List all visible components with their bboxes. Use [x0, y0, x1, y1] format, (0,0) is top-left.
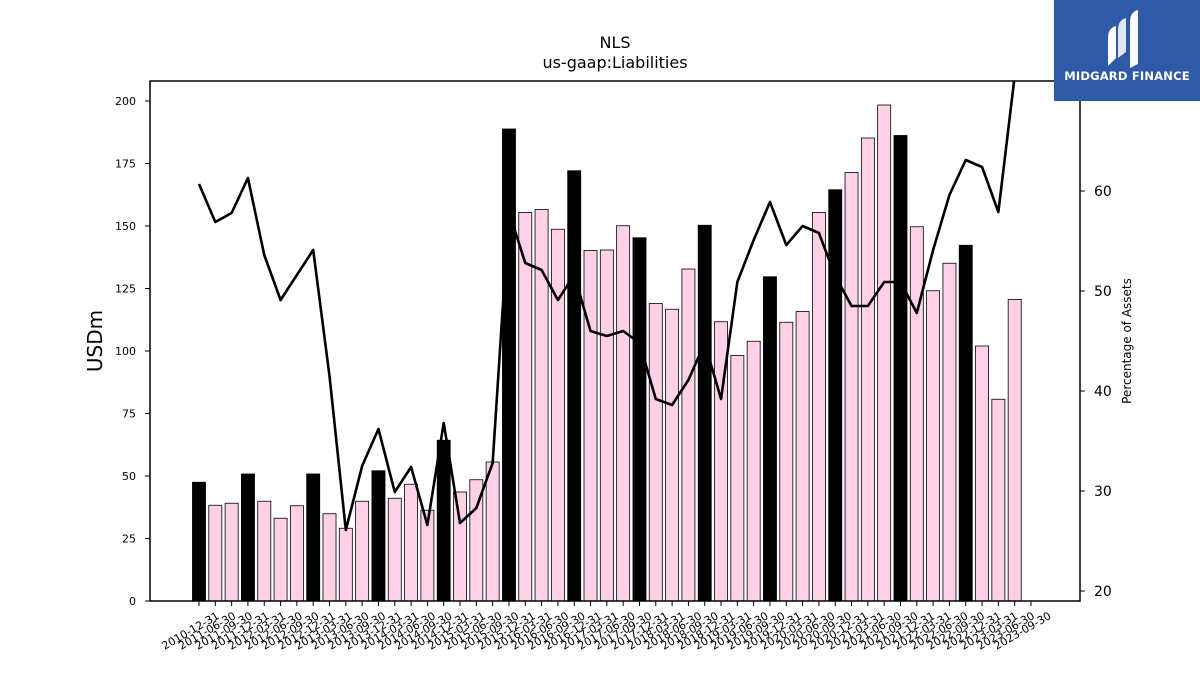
- chart-title: NLS: [599, 33, 630, 52]
- y-tick-label: 150: [115, 220, 136, 233]
- y-tick-label: 200: [115, 95, 136, 108]
- y-tick-label: 175: [115, 158, 136, 171]
- bar-2018-03-31: [665, 308, 680, 602]
- bar-2019-06-30: [746, 340, 761, 602]
- chart-subtitle: us-gaap:Liabilities: [542, 53, 687, 72]
- midgard-finance-logo: MIDGARD FINANCE: [1054, 0, 1200, 101]
- bar-2019-12-31: [779, 321, 794, 602]
- y2-tick-label: 20: [1094, 584, 1112, 600]
- bar-2012-12-31: [322, 513, 337, 602]
- bar-2019-09-30: [763, 276, 777, 602]
- bar-2016-06-30: [550, 228, 565, 602]
- bar-2012-09-30: [306, 473, 321, 602]
- bar-2011-06-30: [224, 502, 239, 602]
- bar-2018-09-30: [697, 224, 712, 602]
- bar-2013-12-31: [387, 497, 402, 602]
- bar-2017-12-31: [648, 303, 663, 602]
- y-axis-right: 203040506070: [1080, 84, 1112, 600]
- y-tick-label: 50: [122, 470, 136, 483]
- y2-tick-label: 50: [1094, 284, 1112, 300]
- plot-frame: [149, 80, 1081, 602]
- bar-2019-03-31: [730, 355, 745, 602]
- bar-2015-09-30: [502, 128, 516, 602]
- bar-2015-06-30: [485, 461, 500, 602]
- y-tick-label: 100: [115, 345, 136, 358]
- y2-tick-label: 30: [1094, 484, 1112, 500]
- bar-2013-09-30: [371, 470, 386, 602]
- bar-2018-06-30: [681, 268, 696, 602]
- y2-tick-label: 60: [1094, 184, 1112, 200]
- bar-2020-03-31: [795, 311, 810, 602]
- bar-2022-12-31: [975, 345, 989, 602]
- bar-2016-09-30: [567, 170, 582, 602]
- x-axis: 2010-12-312011-06-302011-09-302011-12-31…: [160, 601, 1054, 653]
- bar-2013-06-30: [355, 500, 370, 602]
- bar-2022-09-30: [958, 244, 973, 602]
- logo-mark-icon: [1108, 10, 1138, 68]
- bar-2017-09-30: [632, 237, 647, 602]
- bar-group: [192, 104, 1022, 602]
- y-axis-left: 0 25 50 75 100 125 150 175 200: [115, 95, 150, 608]
- bar-2011-03-31: [208, 504, 223, 602]
- bar-2021-09-30: [893, 135, 908, 602]
- bar-2016-12-31: [583, 250, 598, 602]
- bar-2012-06-30: [289, 505, 304, 602]
- bar-2014-03-31: [404, 483, 418, 602]
- y-axis-label: USDm: [83, 310, 107, 372]
- bar-2011-09-30: [241, 473, 255, 602]
- bar-2014-12-31: [453, 491, 467, 602]
- bar-2022-06-30: [942, 262, 957, 602]
- logo-text: MIDGARD FINANCE: [1064, 69, 1190, 83]
- bar-2013-03-31: [338, 527, 353, 602]
- y-tick-label: 75: [122, 408, 136, 421]
- bar-2015-12-31: [518, 212, 533, 602]
- y2-axis-label: Percentage of Assets: [1120, 278, 1134, 404]
- bar-2020-12-31: [844, 172, 859, 602]
- bar-2022-03-31: [926, 290, 941, 602]
- bar-2020-09-30: [828, 189, 843, 602]
- bar-2021-03-31: [860, 137, 875, 602]
- bar-2023-03-31: [991, 398, 1006, 602]
- y-tick-label: 125: [115, 283, 136, 296]
- bar-2021-12-31: [909, 226, 924, 602]
- percentage-of-assets-line: [197, 81, 1016, 532]
- bar-2023-06-30: [1007, 299, 1022, 602]
- bar-2017-06-30: [616, 225, 631, 602]
- bar-2020-06-30: [812, 212, 826, 602]
- y2-tick-label: 40: [1094, 384, 1112, 400]
- line-series-group: [197, 81, 1016, 532]
- y-tick-label: 0: [129, 595, 136, 608]
- bar-2012-03-31: [273, 517, 288, 602]
- bar-2021-06-30: [877, 104, 892, 602]
- bar-2010-12-31: [192, 481, 206, 602]
- bar-2017-03-31: [599, 249, 614, 602]
- y-tick-label: 25: [122, 533, 136, 546]
- bar-2014-09-30: [436, 439, 451, 602]
- bar-2011-12-31: [257, 500, 272, 602]
